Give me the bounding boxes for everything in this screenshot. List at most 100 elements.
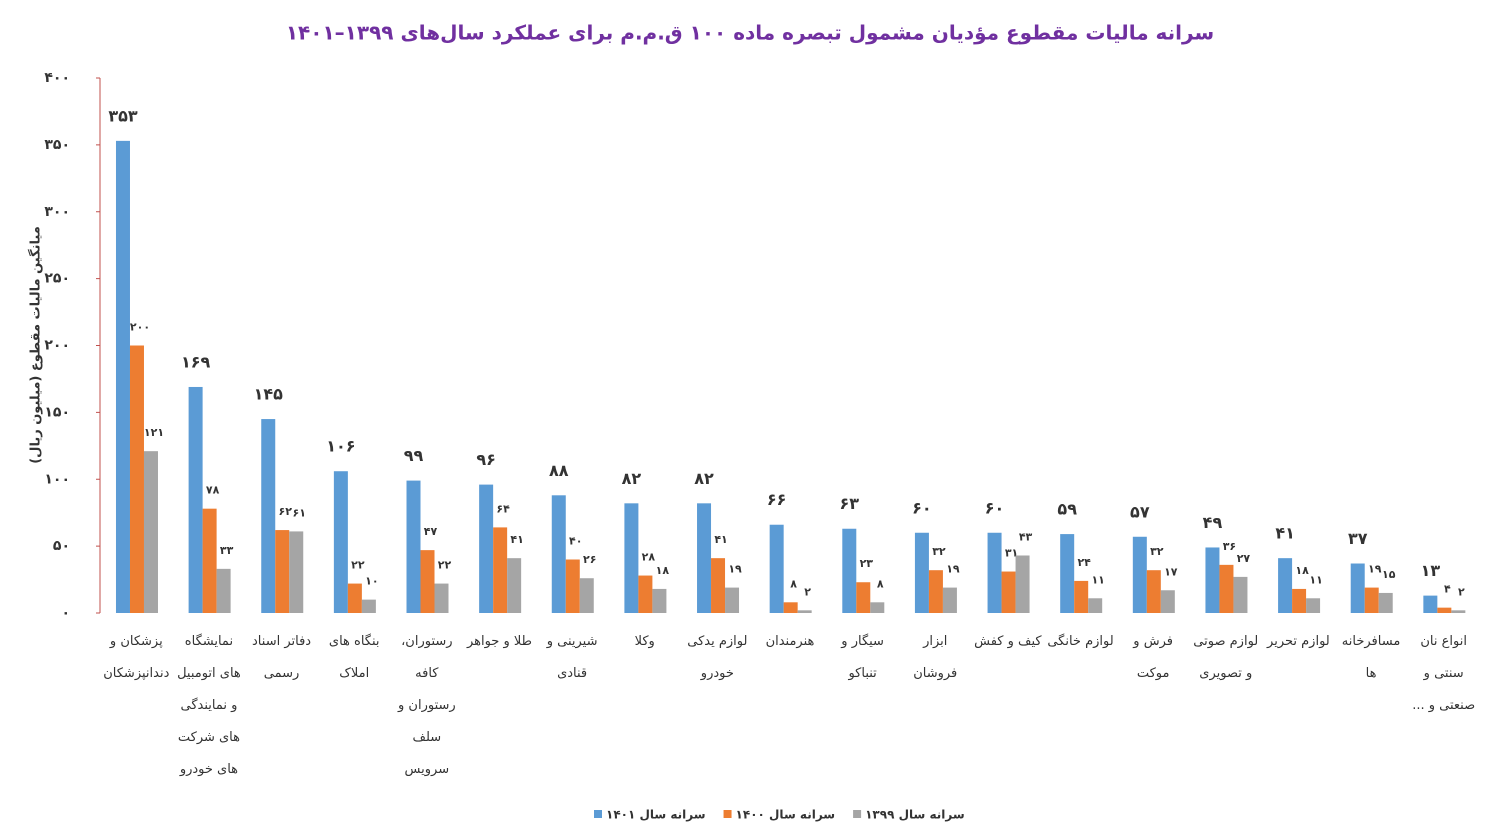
bar — [115, 140, 130, 614]
legend-label: سرانه سال ۱۴۰۰ — [736, 808, 836, 822]
bar — [1364, 587, 1379, 613]
data-label: ۶۶ — [767, 490, 787, 509]
bar — [333, 471, 348, 613]
data-label: ۳۲ — [1150, 545, 1164, 558]
data-label: ۱۷ — [1164, 565, 1178, 578]
x-tick-label: شیرینی و قنادی — [546, 634, 598, 681]
data-label: ۳۲ — [932, 545, 946, 558]
bar — [289, 531, 304, 613]
bar — [420, 550, 435, 613]
data-label: ۱۱ — [1091, 573, 1104, 586]
y-tick-label: ۵۰ — [53, 538, 70, 554]
data-label: ۸۲ — [694, 469, 714, 488]
bar — [347, 583, 362, 613]
bar — [216, 568, 231, 613]
y-tick-label: ۳۰۰ — [44, 204, 70, 220]
x-tick-label: پزشکان و دندانپزشکان — [103, 634, 170, 681]
bar — [479, 484, 494, 613]
bar — [129, 345, 144, 613]
bar — [1292, 588, 1307, 613]
chart-title: سرانه مالیات مقطوع مؤدیان مشمول تبصره ما… — [286, 21, 1214, 45]
bar — [769, 524, 784, 613]
legend-swatch — [723, 810, 732, 818]
bar — [507, 558, 522, 613]
bar — [1437, 607, 1452, 613]
data-label: ۶۰ — [985, 498, 1005, 517]
y-tick-label: ۳۵۰ — [44, 137, 70, 153]
legend-label: سرانه سال ۱۴۰۱ — [606, 808, 706, 822]
data-label: ۸ — [790, 577, 797, 590]
x-tick-label: سیگار و تنباکو — [841, 634, 884, 681]
data-label: ۹۹ — [404, 446, 424, 465]
bar — [1306, 598, 1321, 613]
y-tick-label: ۲۰۰ — [44, 338, 70, 354]
data-label: ۸۲ — [622, 469, 642, 488]
data-label: ۱۸ — [656, 564, 670, 577]
data-label: ۵۷ — [1130, 502, 1150, 521]
bar — [1423, 595, 1438, 613]
bar — [493, 527, 508, 613]
data-label: ۴۳ — [1019, 530, 1033, 543]
bar — [202, 508, 217, 613]
x-tick-label: بنگاه های املاک — [328, 634, 380, 681]
bar — [188, 386, 203, 613]
data-label: ۲۸ — [642, 551, 656, 564]
data-label: ۶۲ — [279, 505, 293, 518]
bar — [942, 587, 957, 613]
bar — [1451, 610, 1466, 613]
data-label: ۴۹ — [1203, 513, 1223, 532]
bar — [697, 503, 712, 613]
data-label: ۴۱ — [1275, 524, 1295, 543]
x-tick-label: لوازم تحریر — [1267, 634, 1330, 649]
x-tick-label: نمایشگاه های اتومبیل و نمایندگی های شرکت… — [177, 634, 241, 777]
legend-label: سرانه سال ۱۳۹۹ — [865, 808, 965, 822]
data-label: ۱۹ — [946, 563, 960, 576]
data-label: ۱۹ — [1368, 563, 1382, 576]
data-label: ۲۲ — [438, 559, 452, 572]
bar — [143, 451, 158, 613]
data-label: ۲۴ — [1077, 556, 1091, 569]
bar — [624, 503, 639, 613]
y-tick-label: ۲۵۰ — [44, 271, 70, 287]
x-tick-label: ابزار فروشان — [913, 634, 958, 681]
data-label: ۲۷ — [1237, 552, 1251, 565]
data-label: ۴۱ — [714, 533, 727, 546]
data-label: ۲۶ — [583, 553, 596, 566]
bar — [842, 528, 857, 613]
x-tick-label: وکلا — [634, 634, 655, 649]
data-label: ۱۹ — [728, 563, 742, 576]
bar — [652, 588, 667, 613]
data-label: ۱۶۹ — [181, 352, 211, 371]
data-label: ۵۹ — [1057, 500, 1077, 519]
data-label: ۱۳ — [1421, 561, 1441, 580]
legend-swatch — [853, 810, 862, 818]
x-tick-label: مسافرخانه ها — [1341, 634, 1401, 681]
x-tick-label: لوازم صوتی و تصویری — [1193, 634, 1259, 681]
bar — [275, 530, 290, 613]
bar — [1074, 580, 1089, 613]
data-label: ۸ — [877, 577, 884, 590]
x-tick-label: لوازم یدکی خودرو — [687, 634, 748, 681]
x-tick-label: هنرمندان — [765, 634, 815, 649]
x-tick-label: فرش و موکت — [1133, 634, 1173, 681]
y-axis-label: میانگین مالیات مقطوع (میلیون ریال) — [28, 226, 44, 464]
x-tick-label: طلا و جواهر — [466, 634, 532, 649]
data-label: ۶۴ — [496, 502, 510, 515]
y-tick-label: ۱۵۰ — [44, 404, 70, 420]
bar — [1060, 534, 1075, 613]
data-label: ۳۱ — [1005, 547, 1018, 560]
bar — [434, 583, 449, 613]
data-label: ۲۰۰ — [130, 321, 150, 334]
data-label: ۶۳ — [840, 494, 860, 513]
bar — [1132, 536, 1147, 613]
bar — [261, 419, 276, 613]
data-label: ۳۶ — [1223, 540, 1236, 553]
bar — [1378, 592, 1393, 613]
bar — [638, 575, 653, 613]
bar — [1088, 598, 1103, 613]
data-label: ۹۶ — [476, 450, 496, 469]
bar — [406, 480, 421, 613]
x-tick-label: انواع نان سنتی و صنعتی و ... — [1412, 634, 1476, 713]
bar — [870, 602, 885, 613]
bar — [797, 610, 812, 613]
